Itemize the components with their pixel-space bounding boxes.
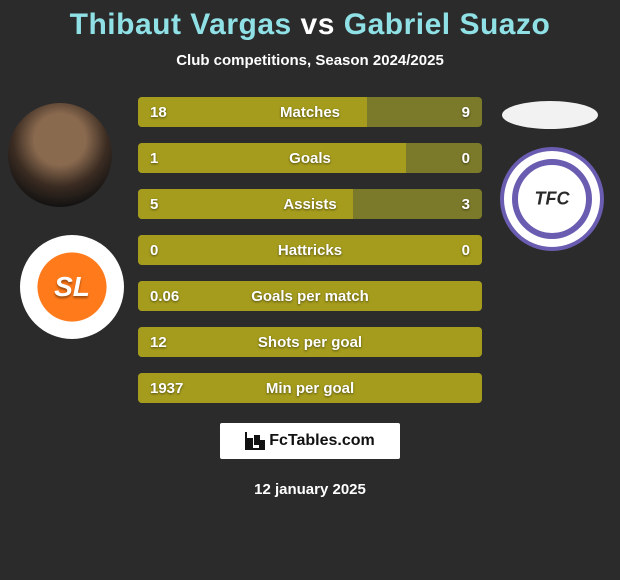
stat-bars: 18Matches91Goals05Assists30Hattricks00.0… [138, 97, 482, 419]
stat-label: Matches [138, 97, 482, 127]
brand-chart-icon [245, 432, 263, 450]
stat-label: Min per goal [138, 373, 482, 403]
stat-row: 5Assists3 [138, 189, 482, 219]
club2-initials: TFC [504, 189, 600, 210]
stat-row: 1Goals0 [138, 143, 482, 173]
subtitle: Club competitions, Season 2024/2025 [0, 52, 620, 69]
player2-club-badge: TFC [500, 147, 604, 251]
stat-row: 12Shots per goal [138, 327, 482, 357]
stat-value-right: 0 [462, 235, 470, 265]
club1-initials: SL [20, 271, 124, 303]
player1-avatar [8, 103, 112, 207]
snapshot-date: 12 january 2025 [0, 481, 620, 498]
comparison-body: SL TFC 18Matches91Goals05Assists30Hattri… [0, 97, 620, 498]
brand-text: FcTables.com [269, 432, 375, 450]
stat-row: 1937Min per goal [138, 373, 482, 403]
stat-row: 0Hattricks0 [138, 235, 482, 265]
title-player2: Gabriel Suazo [344, 8, 551, 41]
stat-value-right: 9 [462, 97, 470, 127]
comparison-title: Thibaut Vargas vs Gabriel Suazo [0, 0, 620, 42]
stat-label: Goals [138, 143, 482, 173]
title-vs: vs [292, 8, 344, 41]
stat-label: Hattricks [138, 235, 482, 265]
stat-value-right: 3 [462, 189, 470, 219]
player2-avatar [502, 101, 598, 129]
stat-label: Goals per match [138, 281, 482, 311]
stat-label: Shots per goal [138, 327, 482, 357]
brand-badge: FcTables.com [220, 423, 400, 459]
player1-club-badge: SL [20, 235, 124, 339]
stat-row: 0.06Goals per match [138, 281, 482, 311]
stat-row: 18Matches9 [138, 97, 482, 127]
title-player1: Thibaut Vargas [70, 8, 292, 41]
stat-label: Assists [138, 189, 482, 219]
stat-value-right: 0 [462, 143, 470, 173]
